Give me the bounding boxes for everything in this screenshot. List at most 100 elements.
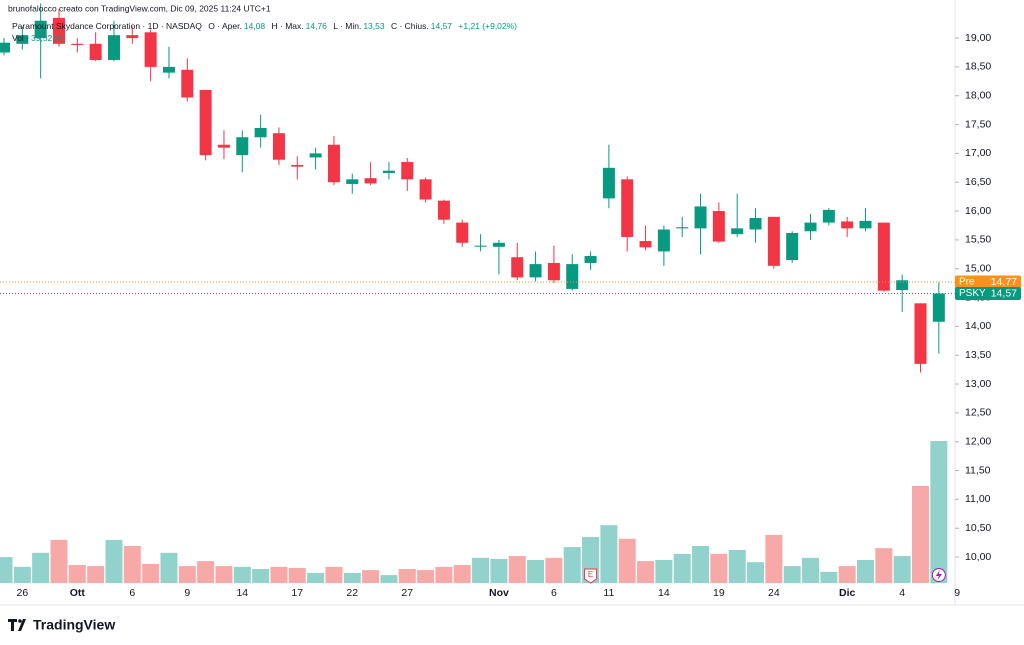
- y-tick-label: 16,50: [965, 176, 991, 188]
- volume-bar: [490, 558, 508, 583]
- volume-bar: [233, 566, 251, 583]
- candle-body: [822, 209, 835, 223]
- y-tick-label: 10,00: [965, 551, 991, 563]
- volume-bar: [50, 539, 68, 583]
- candle-body: [107, 35, 120, 60]
- volume-bar: [362, 570, 380, 583]
- y-tick-label: 15,00: [965, 263, 991, 275]
- candle-body: [0, 42, 10, 53]
- candle-body: [914, 303, 927, 364]
- volume-bar: [545, 557, 563, 583]
- plot: [0, 3, 955, 583]
- y-tick-label: 10,50: [965, 522, 991, 534]
- candle-body: [327, 144, 340, 183]
- candle-body: [89, 43, 102, 60]
- volume-bar: [343, 572, 361, 583]
- volume-bar: [508, 556, 526, 583]
- y-tick-label: 14,00: [965, 320, 991, 332]
- candle-body: [492, 242, 505, 247]
- legend-low: 13,53: [363, 21, 385, 31]
- volume-bar: [802, 557, 820, 583]
- volume-bar: [527, 560, 545, 583]
- candle-body: [272, 133, 285, 160]
- candle-body: [236, 137, 249, 156]
- earnings-icon: [584, 568, 598, 584]
- volume-bar: [0, 557, 13, 583]
- x-tick-label: 19: [713, 587, 725, 599]
- chart-title: brunofalocco creato con TradingView.com,…: [8, 3, 271, 13]
- candle-body: [676, 227, 689, 229]
- volume-bar: [307, 572, 325, 583]
- candle-body: [162, 66, 175, 73]
- price-tag: PSKY 14,57: [955, 287, 1021, 301]
- y-tick-label: 11,50: [965, 464, 991, 476]
- price-tag-name: PSKY: [959, 288, 986, 299]
- logo-icon: [8, 619, 26, 631]
- candle-body: [584, 256, 597, 263]
- y-tick-label: 18,50: [965, 61, 991, 73]
- candle-body: [694, 206, 707, 229]
- volume-bar: [398, 568, 416, 583]
- volume-bar: [857, 560, 875, 583]
- volume-bar: [838, 566, 856, 583]
- y-tick-label: 13,00: [965, 378, 991, 390]
- candle-body: [419, 179, 432, 200]
- volume-bar: [13, 566, 31, 583]
- y-tick-label: 12,50: [965, 407, 991, 419]
- y-tick-label: 11,00: [965, 493, 991, 505]
- candle-body: [896, 280, 909, 291]
- candle-body: [932, 293, 945, 322]
- volume-bar: [563, 547, 581, 583]
- candle-body: [181, 69, 194, 98]
- event-bolt: [935, 570, 942, 580]
- candle-body: [767, 216, 780, 266]
- candle-body: [52, 17, 65, 44]
- candle-body: [786, 232, 799, 261]
- y-tick-label: 12,00: [965, 436, 991, 448]
- volume-bar: [123, 545, 141, 583]
- earnings-marker: E: [584, 568, 598, 584]
- candle-body: [456, 222, 469, 243]
- x-tick-label: 14: [236, 587, 248, 599]
- volume-bar: [32, 552, 50, 583]
- volume-bar: [728, 549, 746, 583]
- y-tick-label: 17,00: [965, 147, 991, 159]
- price-tag: Pre 14,77: [955, 275, 1021, 289]
- legend-symbol: Paramount Skydance Corporation · 1D · NA…: [12, 21, 202, 31]
- volume-bar: [637, 561, 655, 583]
- legend: Paramount Skydance Corporation · 1D · NA…: [12, 21, 517, 31]
- candle-body: [639, 241, 652, 248]
- candle-body: [199, 89, 212, 156]
- candle-body: [126, 35, 139, 39]
- volume-value: 39,52 M: [31, 33, 62, 43]
- x-tick-label: 24: [768, 587, 780, 599]
- legend-high: 14,76: [306, 21, 328, 31]
- volume-bar: [197, 561, 215, 583]
- volume-bar: [105, 539, 123, 583]
- candle-body: [511, 257, 524, 278]
- volume-bar: [472, 557, 490, 583]
- x-tick-label: Ott: [70, 587, 86, 599]
- price-tag-value: 14,77: [991, 276, 1017, 288]
- volume-bar: [160, 552, 178, 583]
- legend-high-label: H · Max.: [272, 21, 304, 31]
- candle-body: [859, 220, 872, 229]
- volume-bar: [380, 575, 398, 583]
- legend-open: 14,08: [244, 21, 266, 31]
- candle-body: [364, 178, 377, 184]
- volume-bar: [618, 538, 636, 583]
- y-tick-label: 16,00: [965, 205, 991, 217]
- x-tick-label: 4: [899, 587, 905, 599]
- volume-bar: [600, 525, 618, 583]
- x-tick-label: Dic: [839, 587, 856, 599]
- volume-bar: [930, 441, 948, 583]
- candle-body: [16, 35, 29, 44]
- candle-body: [712, 211, 725, 242]
- candle-body: [749, 217, 762, 230]
- volume-bar: [435, 566, 453, 583]
- candle-body: [217, 144, 230, 148]
- legend-change: +1,21 (+9,02%): [458, 21, 517, 31]
- candle-body: [841, 221, 854, 229]
- volume-bar: [68, 565, 86, 583]
